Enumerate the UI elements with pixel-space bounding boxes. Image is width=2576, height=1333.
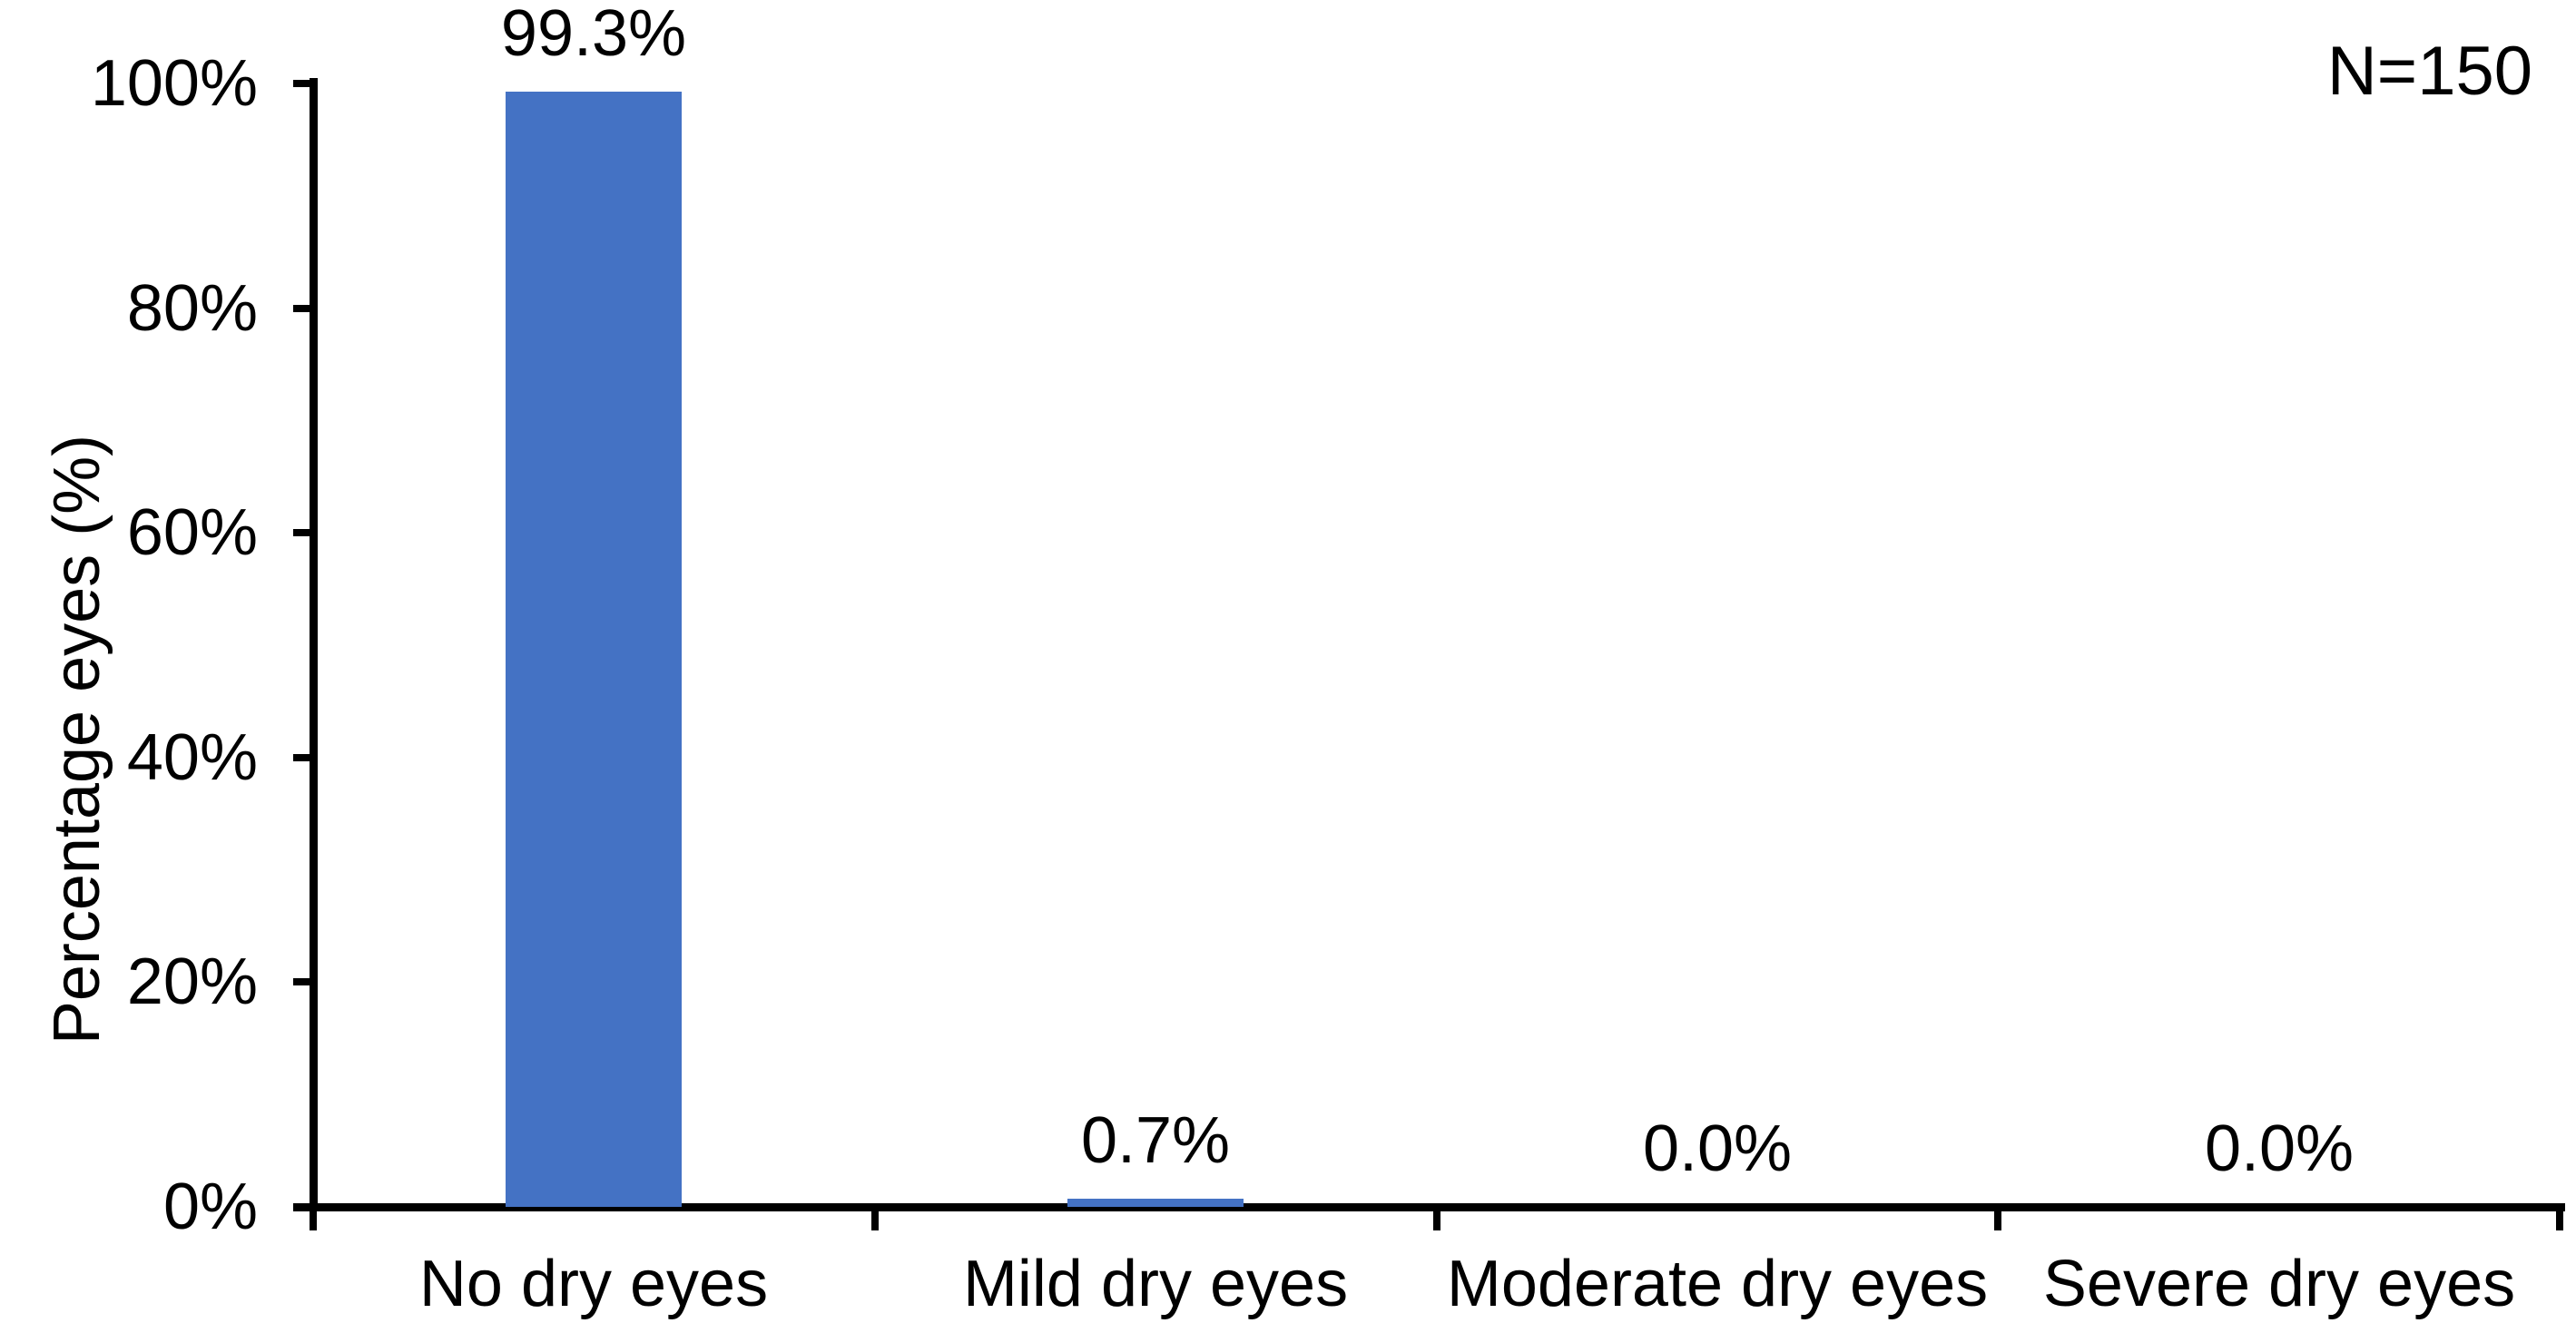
y-axis-tick [293, 754, 313, 761]
bar-value-label: 99.3% [500, 0, 687, 70]
y-axis-line [310, 78, 318, 1207]
x-axis-tick [871, 1210, 879, 1230]
y-tick-label: 20% [126, 946, 258, 1018]
x-axis-tick [1433, 1210, 1440, 1230]
category-label: Moderate dry eyes [1446, 1248, 1989, 1320]
y-axis-tick [293, 529, 313, 536]
bar-no-dry-eyes [506, 92, 682, 1207]
bar-value-label: 0.7% [1080, 1104, 1231, 1177]
x-axis-tick [2556, 1210, 2563, 1230]
category-label: Severe dry eyes [2042, 1248, 2516, 1320]
x-axis-line [293, 1203, 2565, 1211]
category-label: Mild dry eyes [962, 1248, 1349, 1320]
bar-value-label: 0.0% [1642, 1112, 1793, 1185]
y-tick-label: 40% [126, 721, 258, 794]
sample-size-annotation: N=150 [2326, 33, 2532, 110]
bar-value-label: 0.0% [2204, 1112, 2355, 1185]
y-axis-tick [293, 1203, 313, 1210]
y-axis-tick [293, 80, 313, 87]
bar-mild-dry-eyes [1067, 1199, 1244, 1207]
y-tick-label: 80% [126, 272, 258, 345]
y-tick-label: 100% [90, 47, 258, 120]
x-axis-tick [1994, 1210, 2001, 1230]
x-axis-tick [310, 1210, 317, 1230]
category-label: No dry eyes [418, 1248, 769, 1320]
y-tick-label: 60% [126, 496, 258, 569]
y-axis-tick [293, 978, 313, 985]
y-tick-label: 0% [162, 1171, 258, 1243]
y-axis-tick [293, 305, 313, 312]
